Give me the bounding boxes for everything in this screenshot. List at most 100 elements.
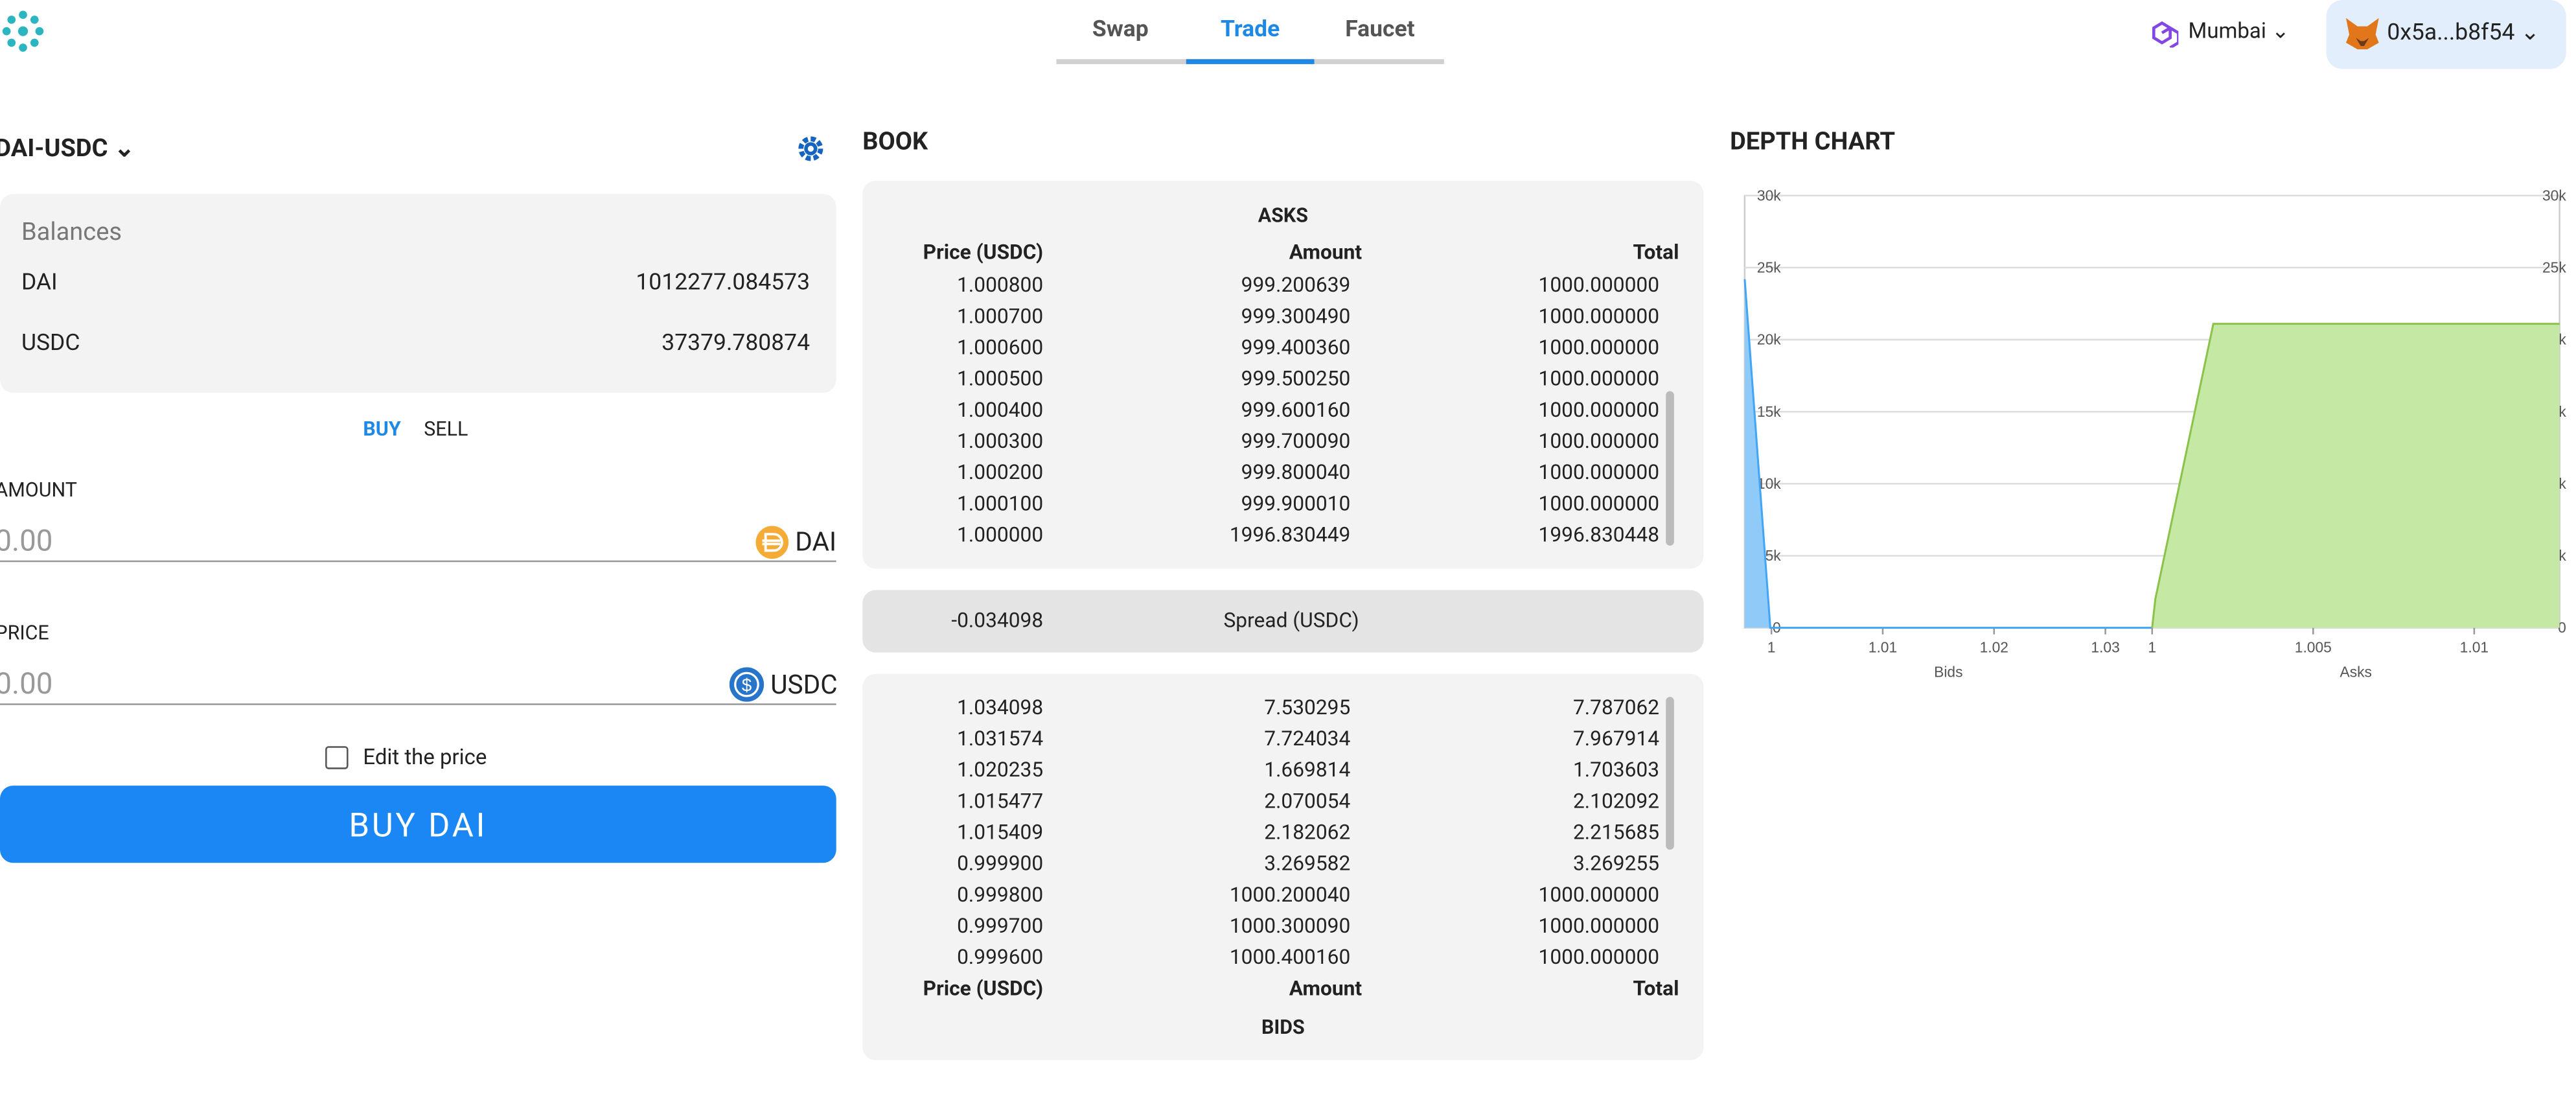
column-header: Total (1633, 240, 1679, 266)
ask-cell: 1.000800 (957, 274, 1044, 299)
submit-label[interactable]: BUY DAI (349, 805, 488, 845)
bid-cell: 7.724034 (1264, 727, 1351, 752)
bid-cell: 1000.000000 (1538, 946, 1660, 971)
scrollbar[interactable] (1666, 697, 1674, 850)
y-tick-label: 15k (1757, 403, 1781, 420)
x-tick-label: 1.005 (2295, 639, 2332, 656)
account-address[interactable]: 0x5a...b8f54 (2387, 19, 2515, 46)
balances-title: Balances (21, 216, 122, 247)
ask-cell: 999.300490 (1241, 305, 1351, 330)
buy-tab[interactable]: BUY (363, 417, 401, 441)
ask-cell: 1.000500 (957, 367, 1044, 392)
ask-cell: 1000.000000 (1538, 336, 1660, 361)
input-underline (0, 703, 836, 705)
bid-cell: 1.015477 (957, 789, 1044, 815)
bid-cell: 1.020235 (957, 758, 1044, 784)
price-input[interactable]: 0.00 (0, 667, 53, 702)
ask-cell: 1.000600 (957, 336, 1044, 361)
x-axis-label: Bids (1934, 664, 1962, 681)
ask-cell: 999.800040 (1241, 461, 1351, 486)
network-name[interactable]: Mumbai (2188, 19, 2266, 45)
sell-tab[interactable]: SELL (424, 417, 468, 441)
amount-label: AMOUNT (0, 478, 77, 502)
bid-cell: 1.015409 (957, 821, 1044, 846)
bid-cell: 3.269582 (1264, 852, 1351, 877)
price-token: USDC (770, 669, 838, 701)
balance-token: USDC (21, 330, 80, 357)
ask-cell: 1996.830448 (1538, 523, 1660, 548)
spread-value: -0.034098 (951, 609, 1044, 634)
x-tick-label: 1.01 (1869, 639, 1897, 656)
ask-cell: 1000.000000 (1538, 461, 1660, 486)
column-header: Amount (1289, 240, 1363, 266)
bid-cell: 1.031574 (957, 727, 1044, 752)
depth-line (1743, 279, 2152, 629)
ask-cell: 1000.000000 (1538, 367, 1660, 392)
y2-tick-label: 0 (2558, 619, 2566, 636)
bid-cell: 7.967914 (1572, 727, 1660, 752)
bid-cell: 2.215685 (1572, 821, 1660, 846)
x-tick-label: 1.02 (1980, 639, 2008, 656)
network-icon (2152, 21, 2179, 48)
bids-card (862, 673, 1704, 1060)
nav-tab[interactable]: Swap (1092, 16, 1149, 43)
balance-amount: 1012277.084573 (636, 269, 811, 296)
column-header: Amount (1289, 977, 1363, 1002)
network-selector[interactable]: Mumbai ⌄ (2188, 19, 2290, 45)
ask-cell: 1.000700 (957, 305, 1044, 330)
book-title: BOOK (862, 126, 928, 156)
depth-chart: 005k5k10k10k15k15k20k20k25k25k30k30k11.0… (1743, 187, 2566, 681)
asks-card (862, 180, 1704, 569)
bid-cell: 1.034098 (957, 695, 1044, 721)
usdc-icon: $ (729, 667, 765, 702)
bid-cell: 2.182062 (1264, 821, 1351, 846)
column-header: Total (1633, 977, 1679, 1002)
ask-cell: 1.000200 (957, 461, 1044, 486)
input-underline (0, 560, 836, 563)
submit-button[interactable]: BUY DAI (0, 786, 836, 863)
balances-card: Balances DAI 1012277.084573 USDC 37379.7… (0, 194, 836, 393)
balance-token: DAI (21, 269, 58, 296)
svg-text:$: $ (742, 675, 752, 695)
x-tick-label: 1 (1767, 639, 1776, 656)
account-button[interactable]: 0x5a...b8f54 ⌄ (2326, 0, 2566, 69)
amount-input[interactable]: 0.00 (0, 524, 53, 559)
nav-tab[interactable]: Faucet (1345, 16, 1415, 43)
depth-area (2152, 323, 2560, 628)
asks-title: ASKS (1258, 204, 1309, 227)
fox-icon (2345, 18, 2379, 50)
ask-cell: 1.000400 (957, 398, 1044, 423)
balance-amount: 37379.780874 (661, 330, 811, 357)
logo[interactable] (0, 8, 49, 58)
bids-title: BIDS (1261, 1016, 1305, 1039)
ask-cell: 999.500250 (1241, 367, 1351, 392)
spread-card (862, 590, 1704, 653)
edit-price-checkbox[interactable] (325, 746, 349, 769)
y2-tick-label: 30k (2542, 187, 2566, 204)
x-tick-label: 1.03 (2091, 639, 2119, 656)
ask-cell: 1.000100 (957, 492, 1044, 517)
x-tick-label: 1.01 (2460, 639, 2489, 656)
pair-selector[interactable]: DAI-USDC ⌄ (0, 133, 135, 163)
bid-cell: 1000.200040 (1229, 883, 1351, 908)
ask-cell: 999.400360 (1241, 336, 1351, 361)
nav-tab[interactable]: Trade (1220, 16, 1280, 43)
settings-icon[interactable] (797, 135, 825, 163)
ask-cell: 999.200639 (1241, 274, 1351, 299)
bid-cell: 7.530295 (1264, 695, 1351, 721)
bid-cell: 0.999700 (957, 915, 1044, 940)
price-label: PRICE (0, 621, 49, 644)
edit-price-label[interactable]: Edit the price (363, 746, 487, 771)
ask-cell: 999.900010 (1241, 492, 1351, 517)
ask-cell: 1996.830449 (1229, 523, 1351, 548)
ask-cell: 1000.000000 (1538, 274, 1660, 299)
scrollbar[interactable] (1666, 391, 1674, 546)
pair-name[interactable]: DAI-USDC (0, 133, 108, 163)
x-axis-label: Asks (2340, 664, 2371, 681)
ask-cell: 1000.000000 (1538, 492, 1660, 517)
spread-label: Spread (USDC) (1223, 609, 1359, 634)
ask-cell: 1000.000000 (1538, 398, 1660, 423)
bid-cell: 2.070054 (1264, 789, 1351, 815)
